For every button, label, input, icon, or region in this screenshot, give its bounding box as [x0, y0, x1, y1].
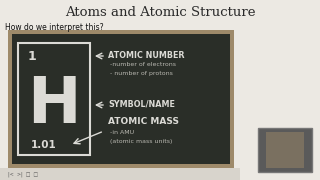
Text: -in AMU: -in AMU [110, 130, 134, 136]
Text: 1.01: 1.01 [31, 140, 57, 150]
Text: - number of protons: - number of protons [110, 71, 173, 75]
Bar [8, 30, 234, 168]
Text: ATOMIC MASS: ATOMIC MASS [108, 116, 179, 125]
Bar [0, 168, 240, 180]
Text: ATOMIC NUMBER: ATOMIC NUMBER [108, 51, 185, 60]
Bar [12, 34, 230, 164]
Text: H: H [27, 74, 81, 136]
Text: 1: 1 [28, 50, 36, 62]
Bar [258, 128, 312, 172]
Text: How do we interpret this?: How do we interpret this? [5, 22, 104, 32]
Text: |<  >|  □  □: |< >| □ □ [8, 171, 38, 177]
Text: Atoms and Atomic Structure: Atoms and Atomic Structure [65, 6, 255, 19]
Bar [266, 132, 304, 168]
Text: (atomic mass units): (atomic mass units) [110, 138, 172, 143]
Text: -number of electrons: -number of electrons [110, 62, 176, 68]
Bar [18, 43, 90, 155]
Text: SYMBOL/NAME: SYMBOL/NAME [108, 100, 175, 109]
